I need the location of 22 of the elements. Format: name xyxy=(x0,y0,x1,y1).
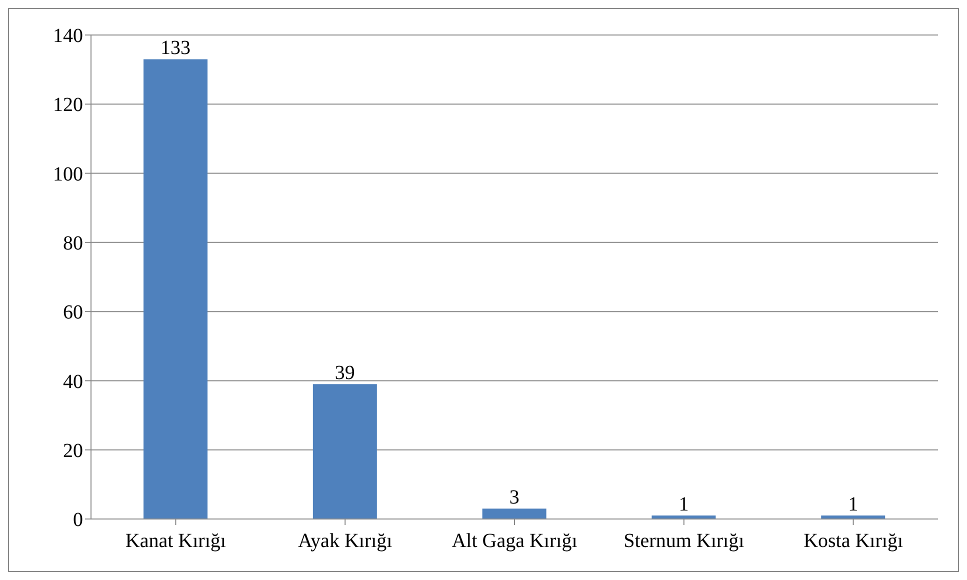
y-tick-label: 60 xyxy=(63,302,83,324)
y-tick-label: 0 xyxy=(73,509,83,532)
bar xyxy=(144,59,208,519)
chart-frame: Kanat Kırığı Ayak Kırığı Alt Gaga Kırığı Sternum Kırığı Kosta Kırığı 0 20 40 60 80 100 120 140 133 39 3 1 1 xyxy=(8,8,959,572)
y-tick-label: 140 xyxy=(53,25,83,48)
x-tick-label: Kosta Kırığı xyxy=(804,530,904,552)
x-tick-label: Sternum Kırığı xyxy=(624,530,745,552)
data-label: 1 xyxy=(678,494,689,516)
y-tick-label: 20 xyxy=(63,440,83,462)
x-tick-label: Ayak Kırığı xyxy=(298,530,393,552)
y-tick-label: 120 xyxy=(53,94,83,116)
y-tick-label: 100 xyxy=(53,163,83,186)
bar xyxy=(482,508,546,519)
x-tick-label: Kanat Kırığı xyxy=(125,530,226,552)
y-tick-label: 80 xyxy=(63,232,83,255)
bar xyxy=(312,384,377,519)
y-tick-label: 40 xyxy=(63,370,83,393)
data-label: 133 xyxy=(160,37,191,60)
x-tick-label: Alt Gaga Kırığı xyxy=(452,530,578,552)
data-label: 1 xyxy=(848,494,858,516)
data-label: 39 xyxy=(334,362,355,384)
data-label: 3 xyxy=(509,486,520,509)
